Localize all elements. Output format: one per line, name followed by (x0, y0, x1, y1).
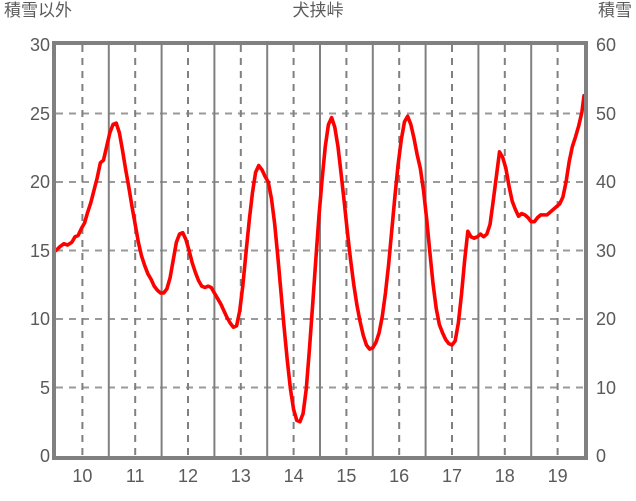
right-tick-label: 10 (596, 377, 617, 398)
x-tick-label: 10 (72, 466, 93, 486)
left-tick-label: 10 (29, 309, 50, 329)
vertical-gridlines-solid (107, 45, 533, 456)
x-tick-label: 19 (547, 466, 568, 486)
x-tick-label: 17 (441, 466, 463, 486)
vertical-gridlines-dashed (81, 45, 559, 456)
left-tick-label: 30 (29, 35, 50, 55)
plot-svg (56, 45, 584, 456)
right-tick-label: 60 (596, 35, 617, 55)
x-tick-label: 14 (283, 466, 304, 486)
x-tick-label: 12 (177, 466, 199, 486)
plot-area (52, 41, 588, 460)
left-axis-title: 積雪以外 (4, 1, 72, 20)
left-tick-label: 15 (29, 240, 50, 261)
x-tick-label: 18 (494, 466, 515, 486)
right-tick-label: 0 (596, 446, 607, 466)
x-tick-label: 11 (125, 466, 145, 486)
left-tick-label: 5 (39, 377, 50, 398)
data-line-series (56, 93, 584, 424)
x-tick-label: 13 (230, 466, 251, 486)
x-tick-label: 15 (336, 466, 357, 486)
x-tick-label: 16 (389, 466, 410, 486)
right-axis-title: 積雪 (598, 1, 632, 20)
right-tick-label: 40 (596, 172, 617, 192)
chart-title: 犬挟峠 (292, 1, 344, 20)
right-tick-label: 30 (596, 240, 617, 261)
left-tick-label: 25 (29, 103, 50, 124)
left-tick-label: 0 (39, 446, 50, 466)
right-tick-label: 20 (596, 309, 617, 329)
left-tick-label: 20 (29, 172, 50, 192)
right-tick-label: 50 (596, 103, 617, 124)
